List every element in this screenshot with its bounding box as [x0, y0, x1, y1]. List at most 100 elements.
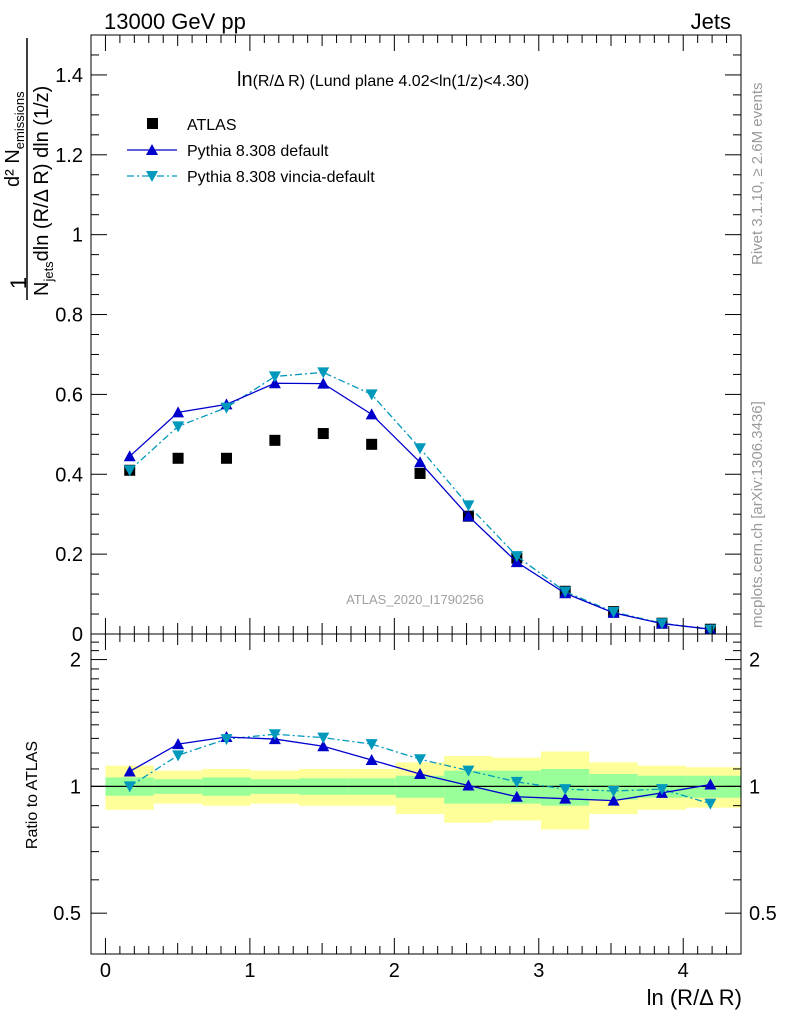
legend-marker-default	[146, 144, 158, 155]
ratio-xtick-label: 4	[678, 960, 689, 982]
y-label-den-a-sub: jets	[41, 261, 56, 283]
header-left: 13000 GeV pp	[104, 9, 246, 34]
default-point	[365, 408, 378, 420]
default-point	[172, 406, 185, 418]
legend: ATLAS Pythia 8.308 default Pythia 8.308 …	[127, 117, 375, 186]
ratio-xtick-label: 0	[100, 960, 111, 982]
vincia-point	[655, 618, 668, 630]
ratio-default-point	[172, 738, 185, 750]
legend-marker-vincia	[146, 171, 158, 182]
default-point	[414, 456, 427, 468]
vincia-point	[510, 551, 523, 563]
default-point	[462, 510, 475, 522]
ratio-ytick-label-right: 2	[749, 650, 760, 672]
main-series	[123, 367, 717, 634]
ratio-vincia-point	[123, 781, 136, 793]
ratio-vincia-point	[317, 732, 330, 744]
ratio-ytick-label-left: 2	[70, 650, 81, 672]
plot-title-rest: (Lund plane 4.02<ln(1/z)<4.30)	[305, 73, 529, 90]
ratio-ytick-label-right: 0.5	[749, 903, 777, 925]
ratio-vincia-point	[220, 734, 233, 746]
ratio-default-point	[559, 792, 572, 804]
x-axis-label: ln (R/Δ R)	[647, 985, 742, 1010]
ratio-y-label: Ratio to ATLAS	[24, 741, 41, 849]
vincia-point	[172, 421, 185, 433]
ratio-vincia-point	[607, 786, 620, 798]
ratio-xtick-label: 3	[533, 960, 544, 982]
vincia-point	[123, 465, 136, 477]
atlas-point	[366, 438, 378, 450]
ratio-ytick-label-left: 0.5	[53, 903, 81, 925]
main-ytick-label: 0.6	[55, 384, 83, 406]
y-label-num-sub: emissions	[12, 91, 27, 149]
ratio-default-point	[607, 794, 620, 806]
y-label-denominator: Njetsdln (R/Δ R) dln (1/z)	[31, 86, 56, 296]
default-point	[268, 377, 281, 389]
ratio-vincia-point	[172, 750, 185, 762]
ratio-default-point	[414, 767, 427, 779]
y-label-num-text: d² N	[2, 149, 24, 187]
legend-label-vincia: Pythia 8.308 vincia-default	[187, 169, 375, 186]
watermark: ATLAS_2020_I1790256	[346, 592, 484, 607]
ratio-xtick-label: 2	[389, 960, 400, 982]
ratio-default-point	[462, 779, 475, 791]
main-ytick-label: 0.4	[55, 464, 83, 486]
main-ytick-label: 1.2	[55, 145, 83, 167]
ratio-vincia-point	[365, 739, 378, 751]
ratio-frame	[90, 633, 742, 955]
ratio-ytick-label-left: 1	[70, 776, 81, 798]
main-ytick-label: 0.2	[55, 544, 83, 566]
y-label-den-a: N	[31, 282, 53, 296]
plot-title-sub: (R/Δ R)	[253, 73, 305, 90]
header-right: Jets	[691, 9, 731, 34]
main-panel: 0 0.2 0.4 0.6 0.8 1 1.2 1.4	[55, 34, 742, 646]
main-ytick-label: 1.4	[55, 65, 83, 87]
main-ticks: 0 0.2 0.4 0.6 0.8 1 1.2 1.4	[55, 35, 741, 646]
main-ytick-label: 0	[72, 624, 83, 646]
atlas-point	[317, 428, 329, 440]
atlas-point	[172, 452, 184, 464]
ratio-default-point	[704, 778, 717, 790]
vincia-point	[559, 586, 572, 598]
y-label-numerator: d² Nemissions	[2, 91, 27, 187]
legend-label-default: Pythia 8.308 default	[187, 143, 329, 160]
ratio-vincia-point	[704, 798, 717, 810]
rivet-label: Rivet 3.1.10, ≥ 2.6M events	[749, 83, 766, 266]
plot-title: ln(R/Δ R) (Lund plane 4.02<ln(1/z)<4.30)	[237, 69, 529, 91]
y-label-den-b: dln (R/Δ R) dln (1/z)	[31, 86, 53, 262]
default-point	[317, 377, 330, 389]
ratio-vincia-point	[268, 729, 281, 741]
ratio-ticks: 0 1 2 3 4 0.5 0.5 1 1 2 2	[53, 634, 777, 982]
atlas-point	[269, 434, 281, 446]
ratio-vincia-point	[655, 784, 668, 796]
vincia-point	[607, 607, 620, 619]
legend-label-atlas: ATLAS	[187, 117, 237, 134]
ratio-default-point	[123, 765, 136, 777]
vincia-point	[462, 500, 475, 512]
ratio-vincia-point	[462, 765, 475, 777]
ratio-vincia-point	[510, 776, 523, 788]
ratio-ytick-label-right: 1	[749, 776, 760, 798]
atlas-point	[220, 452, 232, 464]
vincia-point	[268, 371, 281, 383]
ratio-panel: 0 1 2 3 4 0.5 0.5 1 1 2 2	[53, 633, 777, 982]
ratio-vincia-point	[414, 754, 427, 766]
main-ytick-label: 1	[72, 225, 83, 247]
plot-title-prefix: ln	[237, 69, 253, 91]
ratio-default-point	[365, 754, 378, 766]
vincia-point	[220, 402, 233, 414]
default-point	[123, 450, 136, 462]
y-label-one: 1	[6, 277, 31, 289]
atlas-point	[414, 467, 426, 479]
main-ytick-label: 0.8	[55, 305, 83, 327]
legend-marker-atlas	[147, 118, 158, 129]
vincia-point	[704, 624, 717, 634]
ratio-default-point	[510, 790, 523, 802]
vincia-point	[365, 389, 378, 401]
vincia-point	[414, 443, 427, 455]
vincia-point	[317, 367, 330, 379]
main-y-label: 1 d² Nemissions Njetsdln (R/Δ R) dln (1/…	[2, 38, 56, 300]
ratio-xtick-label: 1	[244, 960, 255, 982]
ratio-series	[123, 729, 717, 810]
